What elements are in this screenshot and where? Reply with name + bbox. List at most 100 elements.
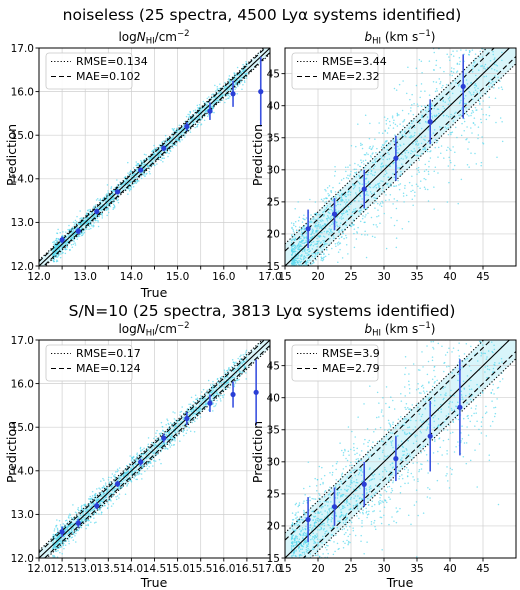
scatter-point — [226, 85, 228, 88]
scatter-point — [58, 519, 61, 522]
scatter-point — [198, 103, 201, 106]
scatter-point — [492, 50, 494, 53]
scatter-point — [130, 188, 132, 191]
scatter-point — [52, 254, 54, 256]
scatter-point — [318, 235, 320, 238]
scatter-point — [54, 537, 57, 540]
scatter-point — [126, 484, 128, 486]
scatter-point — [55, 526, 57, 528]
scatter-point — [346, 213, 349, 216]
scatter-point — [312, 218, 314, 220]
scatter-point — [225, 383, 227, 385]
scatter-point — [166, 434, 169, 437]
scatter-point — [435, 59, 438, 62]
scatter-point — [65, 540, 68, 542]
scatter-point — [169, 442, 172, 445]
scatter-point — [185, 432, 188, 435]
scatter-point — [453, 164, 456, 167]
scatter-point — [93, 222, 95, 224]
x-tick-label: 15.0 — [166, 271, 189, 283]
scatter-point — [491, 67, 493, 70]
scatter-point — [407, 112, 410, 115]
scatter-point — [72, 231, 75, 233]
scatter-point — [311, 255, 314, 258]
scatter-point — [239, 78, 241, 81]
scatter-point — [168, 152, 170, 155]
scatter-point — [331, 196, 333, 199]
scatter-point — [147, 165, 150, 167]
scatter-point — [423, 177, 425, 180]
scatter-point — [126, 183, 129, 186]
scatter-point — [328, 233, 330, 236]
scatter-point — [305, 217, 308, 219]
scatter-point — [204, 397, 206, 399]
scatter-point — [233, 75, 235, 77]
scatter-point — [227, 89, 229, 91]
x-tick-label: 14.0 — [120, 271, 143, 283]
scatter-point — [83, 231, 86, 234]
scatter-point — [171, 142, 173, 144]
scatter-point — [98, 508, 100, 511]
scatter-point — [72, 235, 75, 237]
scatter-point — [424, 121, 427, 123]
scatter-point — [244, 81, 246, 84]
legend-rmse-label: RMSE=0.134 — [76, 55, 148, 68]
scatter-point — [298, 216, 301, 219]
scatter-point — [354, 207, 357, 210]
scatter-point — [296, 260, 299, 263]
scatter-point — [233, 83, 236, 86]
scatter-point — [425, 178, 427, 181]
scatter-point — [414, 141, 417, 143]
scatter-point — [446, 53, 448, 56]
scatter-point — [496, 156, 498, 159]
scatter-point — [154, 443, 157, 445]
scatter-point — [114, 474, 116, 476]
scatter-point — [456, 62, 459, 65]
scatter-point — [68, 532, 70, 534]
scatter-point — [216, 99, 219, 102]
scatter-point — [144, 173, 146, 175]
scatter-point — [223, 93, 226, 96]
scatter-point — [135, 170, 138, 172]
scatter-point — [181, 139, 183, 141]
scatter-point — [189, 112, 192, 114]
scatter-point — [321, 231, 323, 234]
scatter-point — [215, 386, 218, 389]
scatter-point — [165, 433, 167, 436]
scatter-point — [64, 544, 67, 546]
scatter-point — [320, 257, 323, 260]
scatter-point — [166, 151, 168, 154]
scatter-point — [349, 194, 352, 196]
scatter-point — [151, 150, 154, 152]
scatter-point — [62, 523, 65, 525]
scatter-point — [57, 530, 59, 532]
scatter-point — [318, 213, 320, 216]
scatter-point — [186, 425, 189, 428]
scatter-point — [372, 161, 374, 164]
scatter-point — [301, 221, 304, 223]
scatter-point — [410, 134, 412, 137]
scatter-point — [176, 430, 179, 433]
scatter-point — [413, 126, 416, 129]
scatter-point — [207, 395, 209, 398]
scatter-point — [291, 269, 293, 271]
scatter-point — [353, 246, 356, 249]
scatter-point — [298, 244, 301, 246]
scatter-point — [219, 101, 221, 103]
scatter-point — [90, 223, 92, 226]
scatter-point — [325, 231, 328, 234]
scatter-point — [383, 156, 386, 158]
scatter-point — [407, 66, 409, 69]
scatter-point — [309, 198, 311, 201]
scatter-point — [339, 225, 341, 227]
scatter-point — [446, 201, 449, 203]
scatter-point — [425, 169, 428, 171]
scatter-point — [64, 252, 67, 255]
scatter-point — [127, 172, 129, 174]
scatter-point — [67, 538, 70, 540]
scatter-point — [318, 227, 321, 229]
scatter-point — [58, 253, 61, 255]
scatter-point — [312, 235, 314, 238]
scatter-point — [92, 503, 94, 506]
scatter-point — [106, 202, 109, 205]
